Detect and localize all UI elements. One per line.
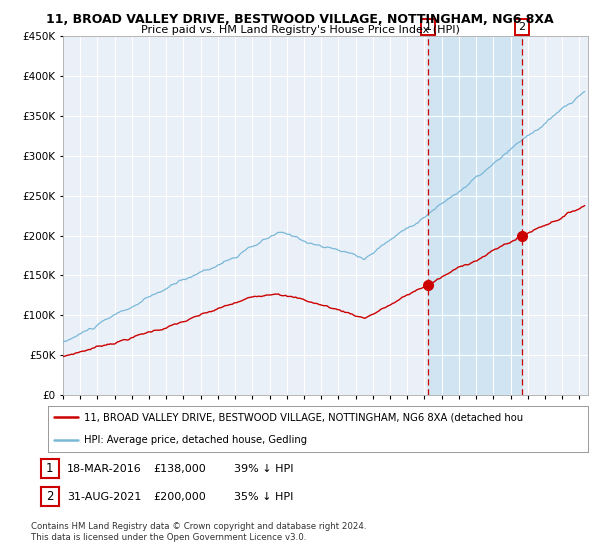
Text: This data is licensed under the Open Government Licence v3.0.: This data is licensed under the Open Gov…: [31, 533, 307, 542]
Text: 35% ↓ HPI: 35% ↓ HPI: [234, 492, 293, 502]
Text: 39% ↓ HPI: 39% ↓ HPI: [234, 464, 293, 474]
Text: 2: 2: [46, 490, 53, 503]
Text: 1: 1: [425, 22, 431, 32]
Text: 11, BROAD VALLEY DRIVE, BESTWOOD VILLAGE, NOTTINGHAM, NG6 8XA: 11, BROAD VALLEY DRIVE, BESTWOOD VILLAGE…: [46, 13, 554, 26]
Text: 2: 2: [518, 22, 526, 32]
Text: Contains HM Land Registry data © Crown copyright and database right 2024.: Contains HM Land Registry data © Crown c…: [31, 522, 367, 531]
Text: Price paid vs. HM Land Registry's House Price Index (HPI): Price paid vs. HM Land Registry's House …: [140, 25, 460, 35]
Text: HPI: Average price, detached house, Gedling: HPI: Average price, detached house, Gedl…: [84, 435, 307, 445]
Text: £138,000: £138,000: [153, 464, 206, 474]
Text: 31-AUG-2021: 31-AUG-2021: [67, 492, 142, 502]
Text: 18-MAR-2016: 18-MAR-2016: [67, 464, 142, 474]
Bar: [428, 36, 522, 395]
Text: 11, BROAD VALLEY DRIVE, BESTWOOD VILLAGE, NOTTINGHAM, NG6 8XA (detached hou: 11, BROAD VALLEY DRIVE, BESTWOOD VILLAGE…: [84, 413, 523, 422]
Text: 1: 1: [46, 462, 53, 475]
Text: £200,000: £200,000: [153, 492, 206, 502]
